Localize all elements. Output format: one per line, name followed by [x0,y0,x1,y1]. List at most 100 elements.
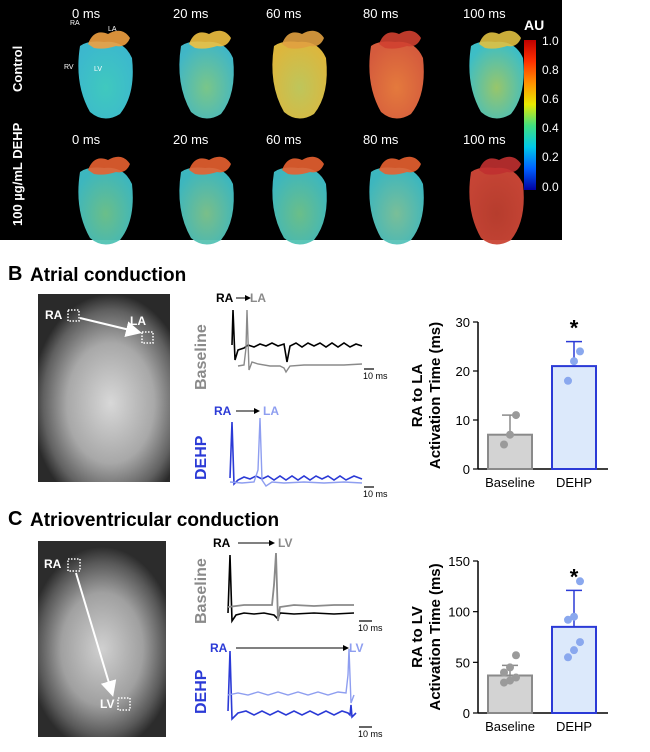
heart-activation-map [469,156,524,245]
x-tick-label: Baseline [485,719,535,734]
data-point [500,668,508,677]
data-point [500,440,508,449]
y-tick-label: 30 [456,315,470,330]
data-point [500,678,508,687]
baseline-trace-ra [231,309,363,363]
frame-time-label: 80 ms [363,132,399,147]
data-point [576,347,584,356]
colorbar-unit: AU [524,17,545,33]
colorbar-tick: 0.2 [542,150,559,164]
colorbar-tick: 0.0 [542,180,559,194]
frame-time-label: 0 ms [72,6,101,21]
baseline-trace-label: Baseline [193,324,210,390]
dehp-trace-ra [229,421,363,486]
trace-lv-label: LV [278,536,293,550]
scale-bar-label: 10 ms [358,623,383,633]
heart-activation-map [272,156,327,245]
heart-photo-b: RA LA [38,294,170,482]
heart-activation-map [369,156,424,245]
colorbar-tick: 0.4 [542,121,559,135]
heart-photo-c: RA LV [38,541,166,737]
heart-activation-map [78,156,133,245]
y-axis-label: RA to LA [409,364,426,428]
data-point [506,430,514,439]
bar-chart-ra-lv: RA to LV Activation Time (ms) 0 50 100 150 Bas… [409,554,608,734]
bar [487,433,533,470]
trace-lv-label-dehp: LV [349,641,364,655]
x-tick-label: Baseline [485,475,535,490]
scale-bar-label: 10 ms [363,371,388,381]
heart-region-label: LA [108,26,117,33]
trace-ra-label: RA [213,536,231,550]
frame-time-label: 60 ms [266,6,302,21]
frame-time-label: 20 ms [173,6,209,21]
trace-ra-label: RA [216,291,234,305]
frame-time-label: 100 ms [463,6,506,21]
conduction-arrow [79,317,142,337]
panel-b-letter: B [8,263,23,285]
significance-star: * [570,564,579,589]
data-point [564,376,572,385]
data-point [570,646,578,655]
data-point [512,651,520,660]
scale-bar-label: 10 ms [363,489,388,499]
ra-label: RA [45,308,63,322]
conduction-arrow [75,572,117,697]
trace-ra-label-dehp: RA [210,641,228,655]
y-tick-label: 20 [456,364,470,379]
heart-region-label: RV [64,64,74,71]
y-tick-label: 150 [448,554,470,569]
heart-activation-map [272,30,327,119]
ra-roi-marker [67,309,80,322]
colorbar [524,40,536,190]
bar [551,365,597,470]
baseline-trace-label: Baseline [193,558,210,624]
heart-activation-map [369,30,424,119]
dehp-trace-lv [227,648,355,704]
baseline-trace-lv [227,552,354,622]
y-axis-label: Activation Time (ms) [427,322,444,469]
data-point [506,663,514,672]
y-tick-label: 0 [463,706,470,721]
significance-star: * [570,316,579,341]
bar-chart-ra-la: RA to LA Activation Time (ms) 0 10 20 30 Basel… [409,315,608,490]
data-point [564,653,572,662]
heart-activation-map [179,156,234,245]
row-label-control: Control [10,45,25,92]
data-point [576,577,584,586]
data-point [570,612,578,621]
data-point [564,615,572,624]
la-label: LA [130,314,146,328]
frame-time-label: 60 ms [266,132,302,147]
frame-time-label: 100 ms [463,132,506,147]
heart-region-label: LV [94,66,103,73]
frame-time-label: 0 ms [72,132,101,147]
frame-time-label: 80 ms [363,6,399,21]
data-point [576,638,584,647]
ra-label: RA [44,557,62,571]
traces-b [229,295,374,488]
trace-la-label: LA [250,291,266,305]
panel-c-letter: C [8,508,23,530]
heart-activation-map [179,30,234,119]
y-tick-label: 50 [456,655,470,670]
y-tick-label: 10 [456,413,470,428]
data-point [512,411,520,420]
baseline-trace-la [237,309,363,374]
dehp-trace-la [229,417,363,487]
la-roi-marker [141,331,154,344]
colorbar-tick: 0.8 [542,63,559,77]
baseline-trace-ra [227,554,355,624]
row-label-dehp: 100 µg/mL DEHP [10,122,25,226]
colorbar-tick: 0.6 [542,92,559,106]
y-axis-label: RA to LV [409,606,426,668]
x-tick-label: DEHP [556,719,592,734]
frame-time-label: 20 ms [173,132,209,147]
dehp-trace-ra [227,650,357,721]
heart-activation-map [469,30,524,119]
dehp-trace-label: DEHP [193,435,210,480]
panel-b-title: Atrial conduction [30,265,187,286]
data-point [570,357,578,366]
y-tick-label: 0 [463,462,470,477]
data-point [506,676,514,685]
